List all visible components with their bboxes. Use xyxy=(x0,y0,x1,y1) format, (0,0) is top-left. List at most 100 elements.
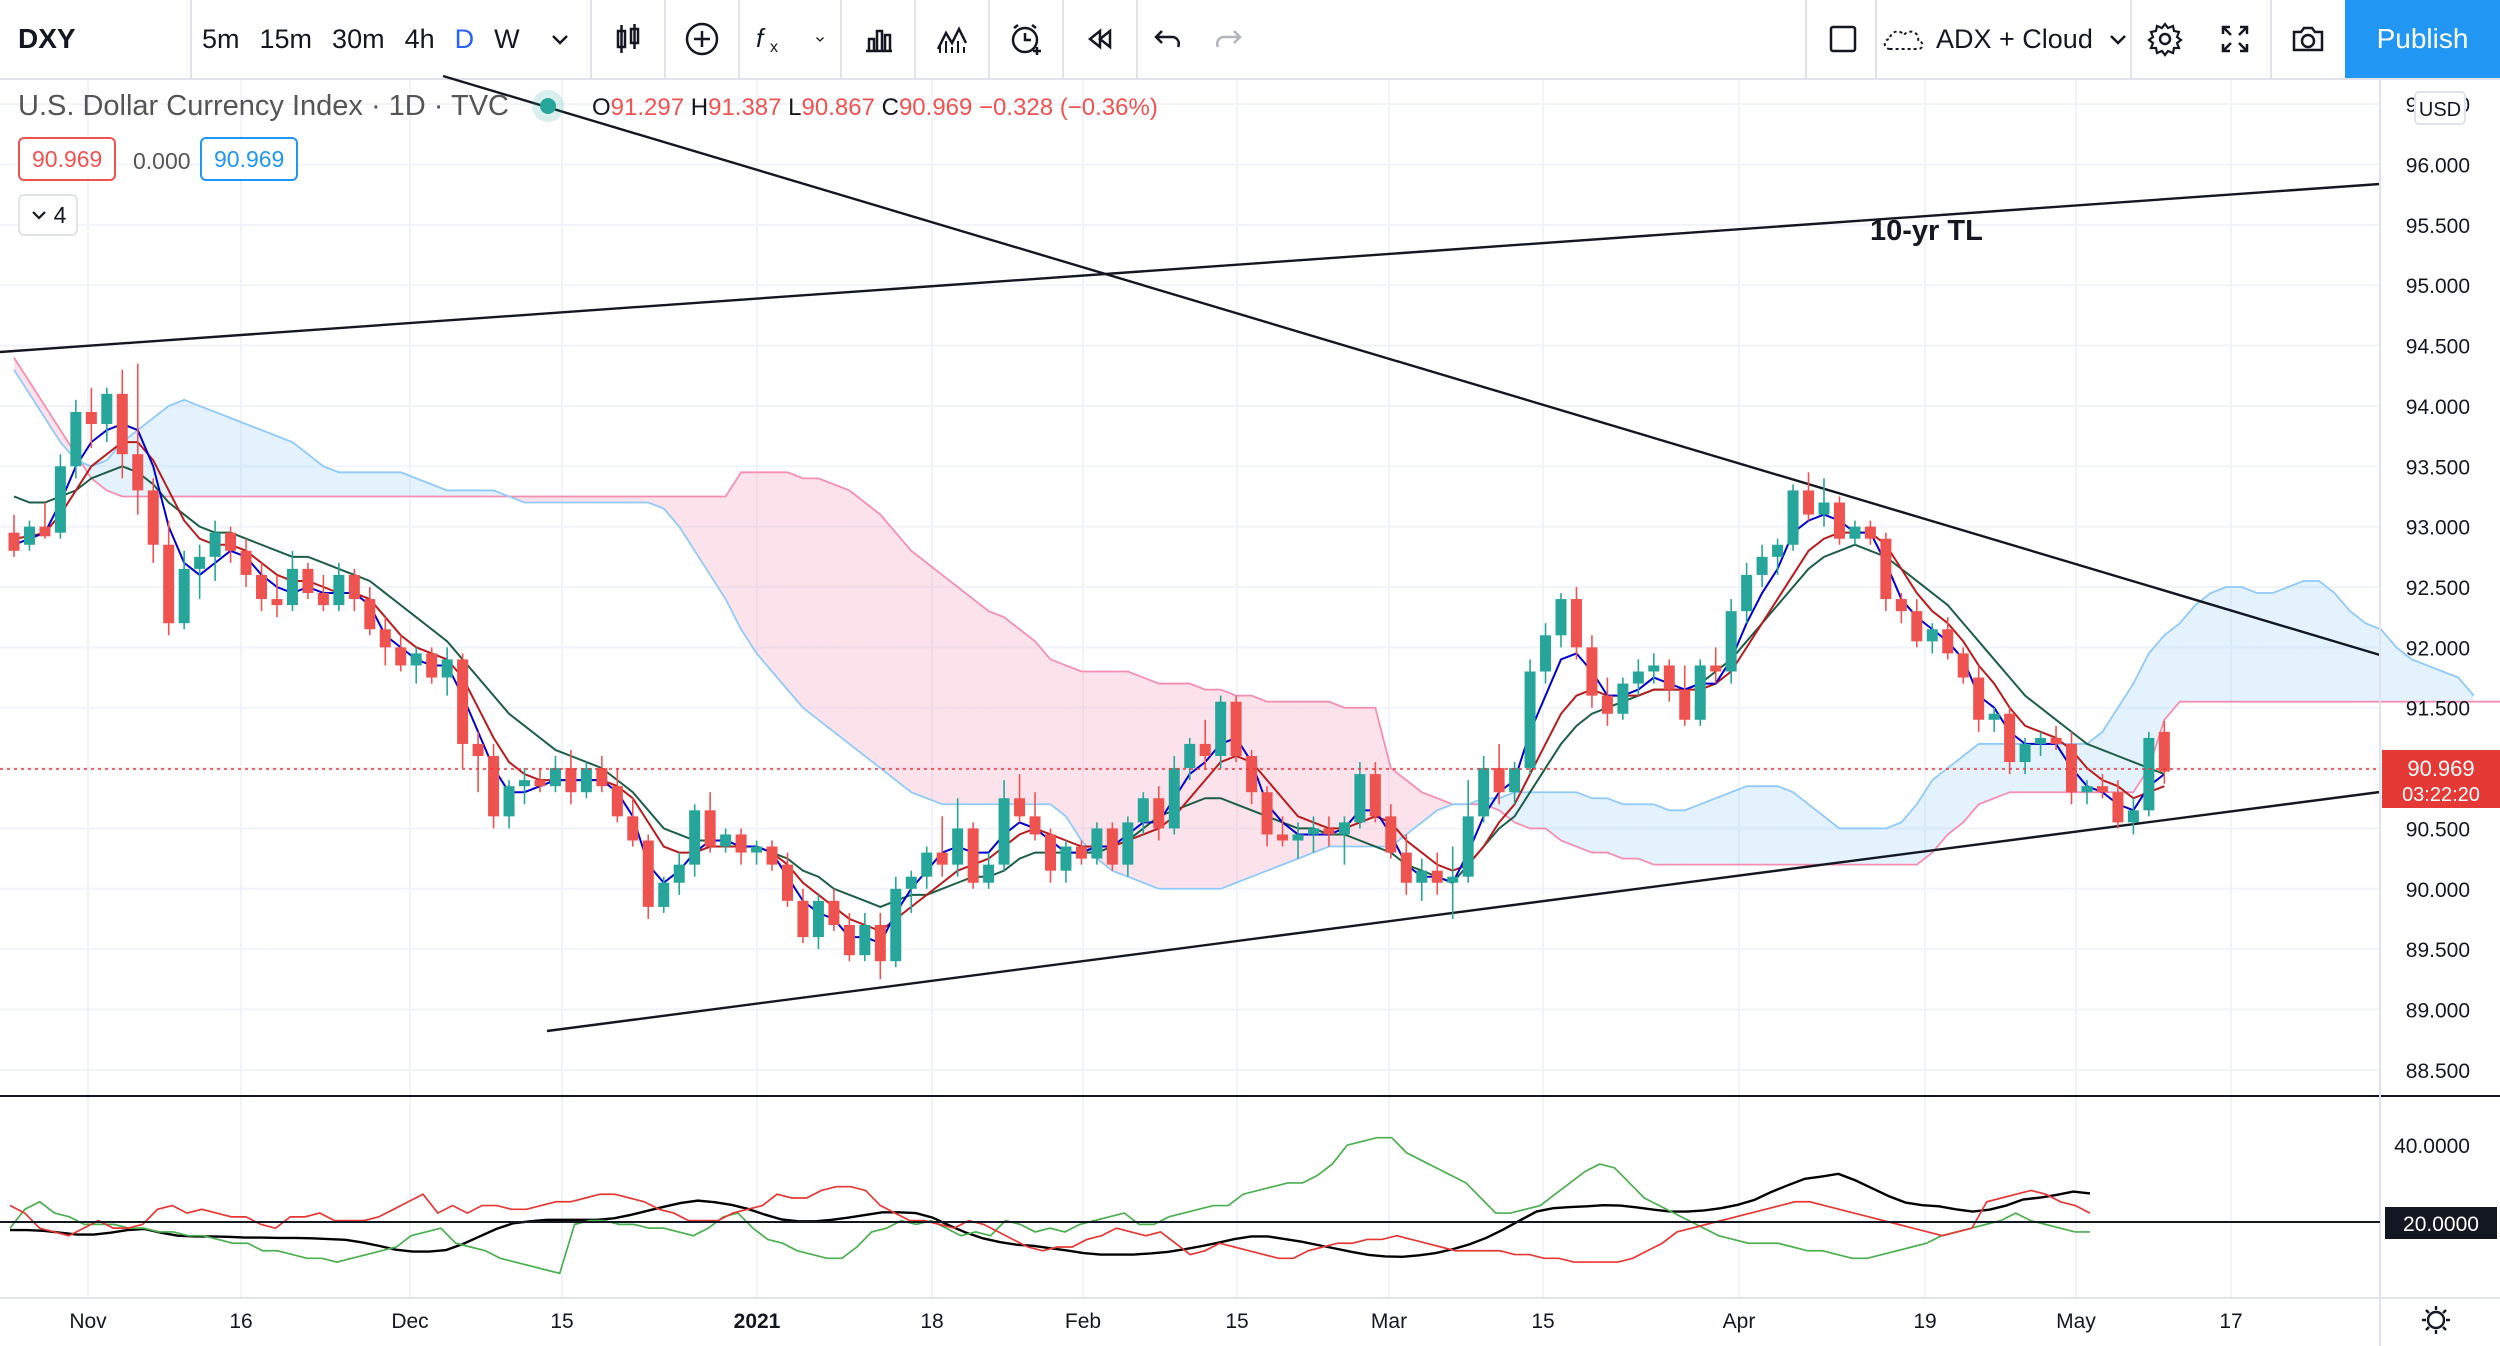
plus-circle-icon[interactable] xyxy=(666,0,738,78)
candle-body xyxy=(364,599,376,630)
time-tick-label: 19 xyxy=(1913,1310,1936,1333)
cloud-segment xyxy=(1328,701,1345,847)
ten-year-trendline[interactable] xyxy=(0,182,2381,354)
candle-body xyxy=(1926,629,1938,642)
interval-d[interactable]: D xyxy=(454,23,475,54)
candle xyxy=(457,653,469,769)
candle-body xyxy=(1509,768,1521,793)
price-tick-label: 94.500 xyxy=(2406,336,2470,359)
cloud-segment xyxy=(447,490,463,497)
symbol-search[interactable]: DXY xyxy=(18,23,76,54)
time-tick-label: 15 xyxy=(1531,1310,1554,1333)
interval-15m[interactable]: 15m xyxy=(259,23,313,54)
time-axis[interactable]: Nov 16 Dec 15 2021 18 Feb 15 Mar 15 Apr 19 May 17 xyxy=(69,1310,2242,1333)
candle-body xyxy=(8,532,20,551)
cloud-segment xyxy=(880,514,896,781)
toolbar-divider xyxy=(589,0,592,78)
candle-body xyxy=(379,629,391,648)
candle xyxy=(1911,599,1923,648)
candle xyxy=(828,888,840,932)
interval-5m[interactable]: 5m xyxy=(202,23,240,54)
cloud-segment xyxy=(1777,786,1794,865)
bar-countdown: 03:22:20 xyxy=(2402,784,2480,806)
redo-icon[interactable] xyxy=(1198,0,1258,78)
candle-body xyxy=(936,852,948,865)
candle-body xyxy=(1307,828,1319,835)
alarm-plus-icon[interactable] xyxy=(990,0,1062,78)
ascending-trendline[interactable] xyxy=(546,790,2381,1033)
chart-alert-icon[interactable] xyxy=(916,0,988,78)
cloud-segment xyxy=(2288,580,2304,702)
interval-w[interactable]: W xyxy=(494,23,520,54)
interval-30m[interactable]: 30m xyxy=(332,23,385,54)
price-axis[interactable]: 88.50089.00089.50090.00090.50091.00091.5… xyxy=(2406,94,2470,1083)
indicators-collapse-button[interactable]: 4 xyxy=(18,194,78,236)
candle-body xyxy=(2158,731,2170,772)
bars-compare-icon[interactable] xyxy=(842,0,914,78)
candle xyxy=(549,756,561,793)
cloud-segment xyxy=(1622,804,1639,859)
candle xyxy=(178,550,190,630)
candle xyxy=(1478,756,1490,823)
undo-icon[interactable] xyxy=(1138,0,1198,78)
candle-body xyxy=(1570,599,1582,648)
candle-body xyxy=(2112,792,2124,823)
candle xyxy=(1540,623,1552,684)
candle xyxy=(1663,659,1675,702)
buy-price-button[interactable]: 90.969 xyxy=(200,137,299,181)
candle xyxy=(689,804,701,877)
interval-4h[interactable]: 4h xyxy=(404,23,435,54)
adx-axis[interactable]: 40.0000 xyxy=(2394,1135,2470,1158)
candle-body xyxy=(1493,768,1505,793)
candle-body xyxy=(751,846,763,853)
cloud-segment xyxy=(1158,683,1175,889)
cloud-segment xyxy=(2272,587,2289,702)
candle xyxy=(952,798,964,877)
cloud-segment xyxy=(338,472,355,497)
candle-body xyxy=(54,466,66,533)
candle xyxy=(410,647,422,684)
candle-body xyxy=(1555,599,1567,636)
candle xyxy=(936,816,948,877)
chevron-down-icon[interactable] xyxy=(800,0,840,78)
cloud-segment xyxy=(849,490,865,756)
symbol-legend-title[interactable]: U.S. Dollar Currency Index · 1D · TVC xyxy=(18,90,509,122)
time-tick-label: Mar xyxy=(1371,1310,1407,1333)
gear-icon[interactable] xyxy=(2135,0,2195,78)
di-plus-line xyxy=(9,1136,2090,1275)
candle-body xyxy=(782,864,793,901)
settings-gear-icon[interactable] xyxy=(2422,1306,2450,1334)
indicator-template-select[interactable]: ADX + Cloud xyxy=(1880,0,2133,78)
candle xyxy=(1323,816,1335,847)
candles-icon[interactable] xyxy=(592,0,664,78)
replay-icon[interactable] xyxy=(1064,0,1136,78)
candle xyxy=(194,544,206,600)
descending-trendline[interactable] xyxy=(442,74,2381,657)
publish-button[interactable]: Publish xyxy=(2345,0,2500,78)
candle xyxy=(751,840,763,865)
candle xyxy=(1957,647,1969,684)
candle-body xyxy=(843,925,855,956)
cloud-segment xyxy=(1576,792,1592,853)
sell-price-button[interactable]: 90.969 xyxy=(18,137,117,181)
cloud-segment xyxy=(1298,701,1314,859)
high-label: H xyxy=(690,94,709,121)
indicators-count: 4 xyxy=(53,201,67,228)
candle-body xyxy=(101,393,113,425)
candle xyxy=(1338,816,1350,865)
cloud-segment xyxy=(1731,786,1747,865)
cloud-segment xyxy=(1267,701,1283,871)
fullscreen-icon[interactable] xyxy=(2205,0,2265,78)
square-icon[interactable] xyxy=(1810,0,1875,78)
candle xyxy=(1926,623,1938,654)
cloud-segment xyxy=(2319,580,2335,702)
cloud-segment xyxy=(2148,635,2165,769)
cloud-segment xyxy=(570,496,587,503)
cloud-segment xyxy=(2102,707,2118,793)
camera-icon[interactable] xyxy=(2275,0,2340,78)
chevron-down-icon[interactable] xyxy=(530,0,590,78)
cloud-segment xyxy=(1004,617,1020,805)
candle-body xyxy=(1354,774,1366,823)
